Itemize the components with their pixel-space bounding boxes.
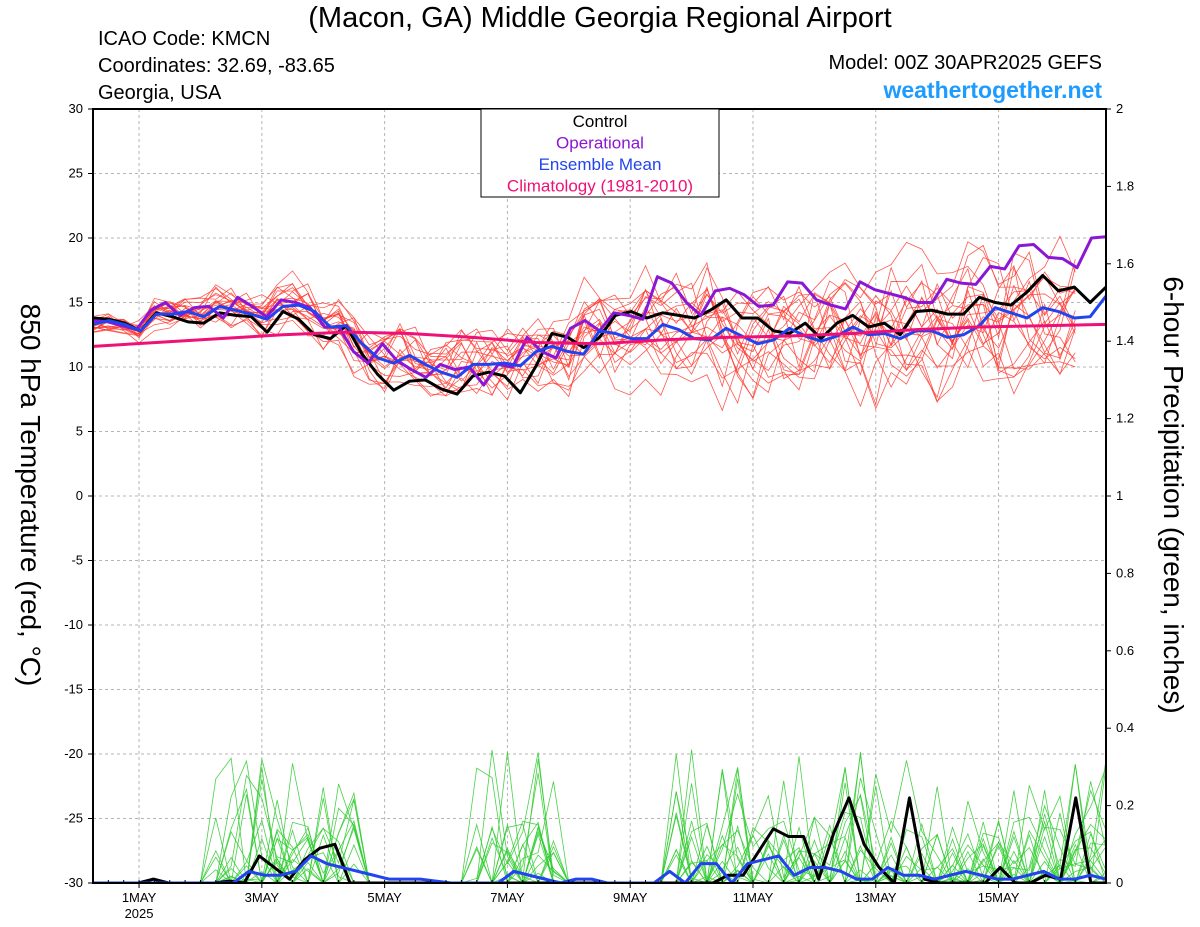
y2-tick-label: 1.6 <box>1116 256 1134 271</box>
y-tick-label: -30 <box>64 875 83 890</box>
y-tick-label: 0 <box>76 488 83 503</box>
model-run-text: Model: 00Z 30APR2025 GEFS <box>828 52 1102 74</box>
temp-member-line <box>93 275 1076 397</box>
y-tick-label: 5 <box>76 424 83 439</box>
legend-item: Operational <box>556 134 644 153</box>
y2-tick-label: 0.8 <box>1116 565 1134 580</box>
y2-tick-label: 0.4 <box>1116 720 1134 735</box>
y-tick-label: 10 <box>69 359 83 374</box>
y-tick-label: -5 <box>71 553 83 568</box>
temp-member-line <box>93 261 1076 385</box>
temp-member-line <box>93 285 1076 399</box>
x-tick-label: 11MAY <box>733 890 774 905</box>
y2-tick-label: 0.6 <box>1116 643 1134 658</box>
y-tick-label: -15 <box>64 682 83 697</box>
precip-member-line <box>93 758 1106 883</box>
website-link[interactable]: weathertogether.net <box>883 77 1102 103</box>
y2-tick-label: 0 <box>1116 875 1123 890</box>
y-tick-label: -20 <box>64 746 83 761</box>
ensemble-mean-temp-line <box>93 295 1106 379</box>
x-tick-label: 15MAY <box>978 890 1020 905</box>
icao-code-text: ICAO Code: KMCN <box>98 28 271 50</box>
x-tick-label: 5MAY <box>367 890 402 905</box>
x-tick-label: 9MAY <box>613 890 648 905</box>
x-tick-label: 1MAY <box>122 890 157 905</box>
temp-member-line <box>93 266 1076 410</box>
chart-title: (Macon, GA) Middle Georgia Regional Airp… <box>308 2 892 34</box>
y-tick-label: 20 <box>69 230 83 245</box>
temp-member-line <box>93 244 1076 408</box>
precip-member-line <box>93 785 1106 883</box>
y2-tick-label: 1.2 <box>1116 411 1134 426</box>
legend-item: Control <box>573 112 628 131</box>
x-tick-label: 13MAY <box>855 890 897 905</box>
precip-member-line <box>93 760 1106 883</box>
coordinates-text: Coordinates: 32.69, -83.65 <box>98 55 335 77</box>
temp-member-line <box>93 235 1076 391</box>
y2-tick-label: 1 <box>1116 488 1123 503</box>
legend-item: Climatology (1981-2010) <box>507 177 693 196</box>
y-tick-label: 30 <box>69 101 83 116</box>
axes: 302520151050-5-10-15-20-25-3021.81.61.41… <box>64 101 1134 921</box>
y-tick-label: 15 <box>69 295 83 310</box>
region-text: Georgia, USA <box>98 82 222 104</box>
control-temp-line <box>93 273 1106 396</box>
x-tick-label: 3MAY <box>245 890 280 905</box>
legend-box <box>480 108 720 198</box>
legend-item: Ensemble Mean <box>539 155 662 174</box>
temp-member-line <box>93 264 1076 397</box>
x-tick-label: 7MAY <box>490 890 525 905</box>
y2-tick-label: 0.2 <box>1116 798 1134 813</box>
precip-member-line <box>93 767 1106 883</box>
temp-member-line <box>93 286 1076 378</box>
y2-tick-label: 1.8 <box>1116 178 1134 193</box>
ensemble-members <box>93 235 1106 883</box>
y-tick-label: -10 <box>64 617 83 632</box>
y-tick-label: 25 <box>69 166 83 181</box>
temp-member-line <box>93 279 1076 396</box>
precip-member-line <box>93 752 1106 883</box>
y2-tick-label: 1.4 <box>1116 333 1134 348</box>
climatology-1981-2010-temp-line <box>93 322 1106 348</box>
legend: Control Operational Ensemble Mean Climatolo… <box>480 108 720 198</box>
precip-member-line <box>93 771 1106 883</box>
y2-tick-label: 2 <box>1116 101 1123 116</box>
precip-member-line <box>93 756 1106 883</box>
precip-member-line <box>93 766 1106 883</box>
grid-lines <box>93 109 1106 883</box>
y-tick-label: -25 <box>64 811 83 826</box>
x-tick-sublabel: 2025 <box>125 906 154 921</box>
